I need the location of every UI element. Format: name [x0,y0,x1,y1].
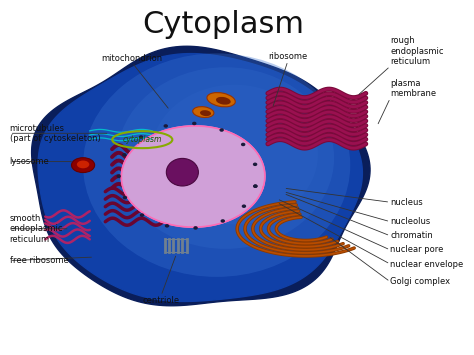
Ellipse shape [241,143,246,146]
Ellipse shape [253,184,257,188]
Ellipse shape [166,158,199,186]
Text: rough
endoplasmic
reticulum: rough endoplasmic reticulum [390,36,444,66]
Text: Golgi complex: Golgi complex [390,277,450,286]
Ellipse shape [216,97,231,105]
Text: chromatin: chromatin [390,231,433,240]
Ellipse shape [140,213,144,217]
Ellipse shape [219,128,224,132]
Text: free ribosome: free ribosome [9,256,68,265]
Ellipse shape [83,53,350,277]
Ellipse shape [77,160,89,168]
Ellipse shape [165,224,169,228]
Ellipse shape [117,67,334,249]
Ellipse shape [123,196,127,199]
Text: cytoplasm: cytoplasm [123,135,162,144]
Polygon shape [121,126,265,227]
Polygon shape [32,46,370,306]
Text: nuclear pore: nuclear pore [390,246,444,255]
Text: centriole: centriole [142,296,180,305]
Ellipse shape [164,124,168,128]
Text: lysosome: lysosome [9,157,49,166]
Text: mitochondrion: mitochondrion [101,54,163,62]
Text: plasma
membrane: plasma membrane [390,78,437,98]
Ellipse shape [151,85,318,224]
Ellipse shape [207,93,235,107]
Text: ribosome: ribosome [268,52,308,61]
Text: smooth
endoplasmic
reticulum: smooth endoplasmic reticulum [9,214,63,244]
Text: Cytoplasm: Cytoplasm [142,10,304,39]
Text: microtubules
(part of cytoskeleton): microtubules (part of cytoskeleton) [9,124,100,143]
Polygon shape [38,54,363,301]
Ellipse shape [192,122,197,125]
Ellipse shape [139,135,143,139]
Text: nucleolus: nucleolus [390,217,430,226]
Ellipse shape [122,153,127,157]
Text: nuclear envelope: nuclear envelope [390,260,464,269]
Ellipse shape [193,226,198,230]
Text: nucleus: nucleus [390,198,423,207]
Ellipse shape [242,204,246,208]
Ellipse shape [200,110,211,116]
Ellipse shape [117,174,121,178]
Ellipse shape [72,158,95,173]
Ellipse shape [193,106,214,118]
Ellipse shape [253,163,257,166]
Ellipse shape [253,184,257,188]
Ellipse shape [220,219,225,223]
